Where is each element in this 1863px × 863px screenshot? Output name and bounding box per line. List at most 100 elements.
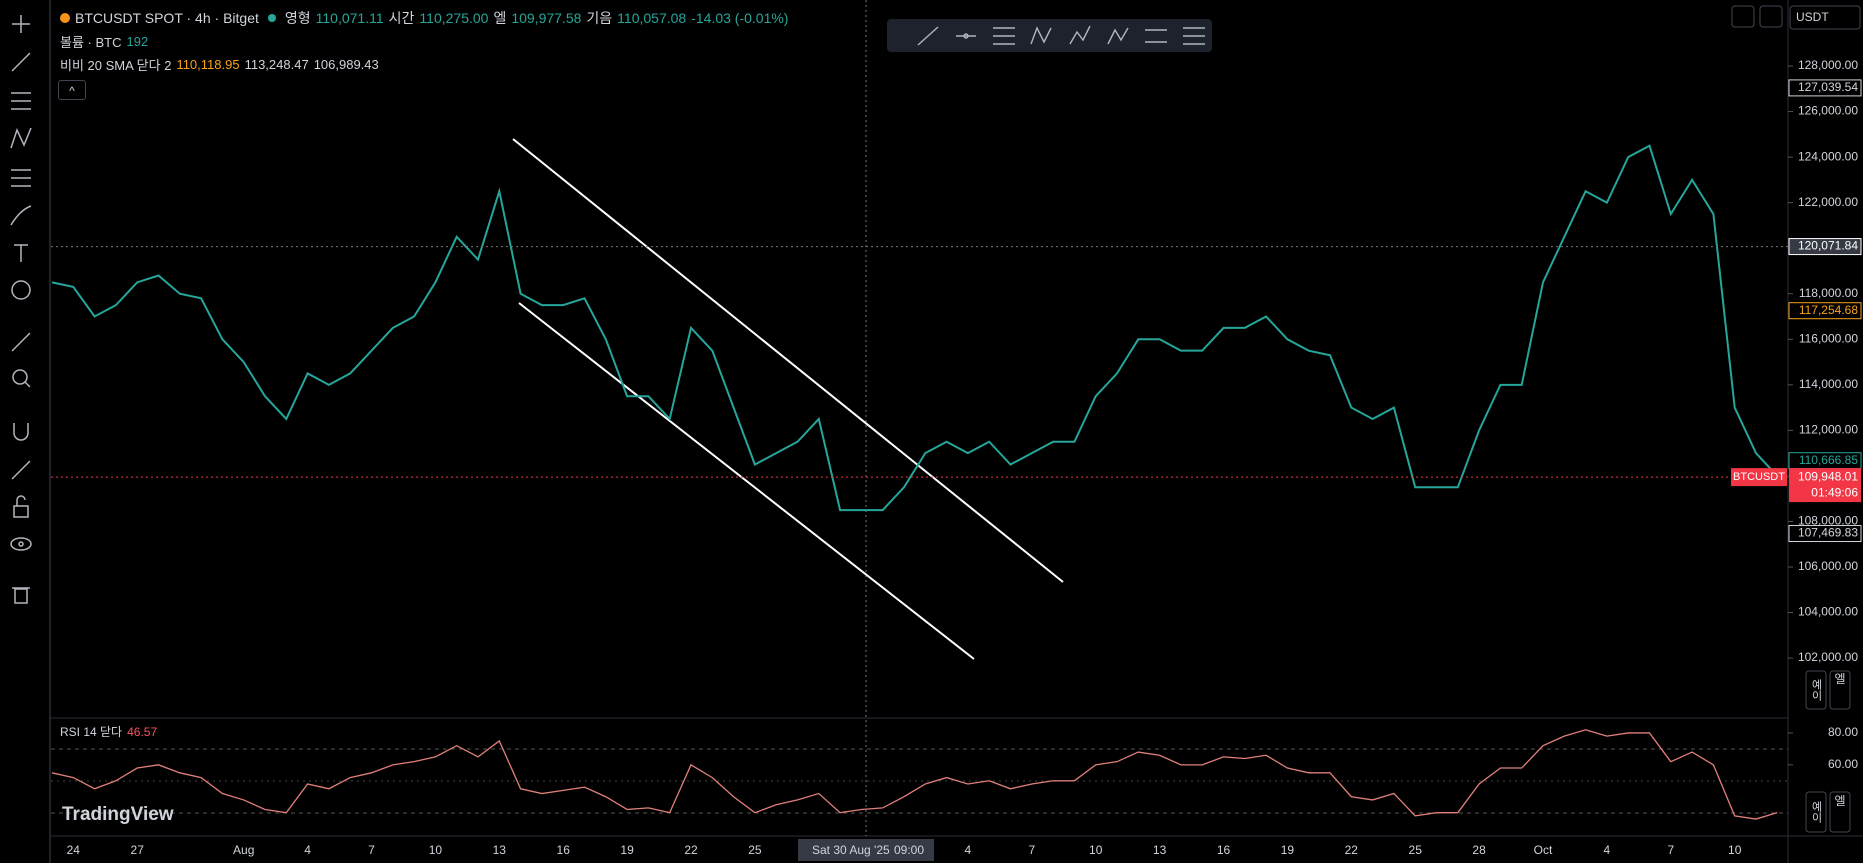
- y-tick-label: 112,000.00: [1799, 423, 1858, 437]
- symbol[interactable]: BTCUSDT SPOT · 4h · Bitget: [75, 10, 259, 26]
- emoji-tool[interactable]: [11, 280, 31, 300]
- y-tick-label: 106,000.00: [1798, 559, 1858, 573]
- rsi-auto-button[interactable]: [1805, 791, 1827, 833]
- x-tick-label: 22: [684, 843, 698, 857]
- x-tick-label: 7: [368, 843, 375, 857]
- log-button-label: 엘: [1834, 672, 1845, 686]
- x-tick-label: 10: [1089, 843, 1103, 857]
- tb-line[interactable]: [917, 26, 939, 46]
- tb-fib[interactable]: [1145, 29, 1167, 43]
- x-tick-label: 16: [557, 843, 571, 857]
- tb-pattern[interactable]: [1030, 26, 1052, 45]
- tb-wave[interactable]: [1069, 25, 1091, 45]
- drawing-toolbar: [887, 19, 1212, 52]
- status-dot: [267, 14, 276, 22]
- price-line: [51, 144, 1779, 512]
- rsi-y-tick-label: 60.00: [1828, 757, 1858, 771]
- channel-upper[interactable]: [512, 138, 1064, 583]
- x-tick-label: 13: [493, 843, 507, 857]
- price-tag: [1788, 302, 1862, 320]
- price-tag: [1788, 238, 1862, 256]
- legend-bb: 비비 20 SMA 닫다 2 110,118.95 113,248.47 106…: [60, 55, 379, 74]
- tb-channel[interactable]: [993, 27, 1015, 45]
- open-value: 110,071.11: [315, 10, 384, 26]
- text-tool[interactable]: [14, 244, 28, 262]
- close-label: 기음: [586, 10, 613, 26]
- fib-tool[interactable]: [11, 92, 31, 110]
- price-tag: [1788, 79, 1862, 97]
- rsi-line: [51, 729, 1778, 820]
- last-price-symbol-bg: [1731, 468, 1787, 487]
- y-tick-label: 124,000.00: [1798, 149, 1858, 163]
- auto-button[interactable]: [1805, 670, 1827, 710]
- delete-tool[interactable]: [12, 587, 30, 604]
- x-tick-label: 22: [1345, 843, 1359, 857]
- x-tick-label: 19: [1281, 843, 1295, 857]
- download-button[interactable]: [1731, 5, 1755, 28]
- bb-basis: 110,118.95: [176, 57, 240, 72]
- bb-label: 비비 20 SMA 닫다 2: [60, 58, 172, 73]
- crosshair-tool[interactable]: [12, 15, 30, 33]
- x-tick-label: 25: [1409, 843, 1423, 857]
- bb-upper: 113,248.47: [244, 57, 309, 72]
- high-value: 110,275.00: [419, 10, 489, 26]
- volume-value: 192: [126, 34, 149, 49]
- draw-mode-tool[interactable]: [11, 460, 31, 480]
- price-tag-label: 127,039.54: [1798, 80, 1858, 94]
- ruler-tool[interactable]: [11, 332, 31, 352]
- symbol-icon: [60, 13, 70, 23]
- x-tick-label: 16: [1217, 843, 1231, 857]
- y-tick-label: 118,000.00: [1799, 286, 1858, 300]
- currency-button[interactable]: [1789, 5, 1861, 30]
- y-tick-label: 122,000.00: [1798, 195, 1858, 209]
- channel-lower[interactable]: [518, 302, 975, 660]
- price-tag-label: 120,071.84: [1798, 239, 1858, 253]
- price-tag-label: 117,254.68: [1799, 303, 1858, 317]
- lock-tool[interactable]: [13, 495, 29, 518]
- x-tick-label: 4: [965, 843, 972, 857]
- tb-settings[interactable]: [1183, 27, 1205, 45]
- rsi-auto-label: 예이: [1810, 801, 1822, 824]
- log-button[interactable]: [1829, 670, 1851, 710]
- trendline-tool[interactable]: [11, 52, 31, 72]
- crosshair-date: Sat 30 Aug '25: [812, 843, 890, 857]
- rsi-value: 46.57: [127, 724, 158, 739]
- last-price-label: 109,948.01: [1798, 469, 1858, 483]
- open-label: 영형: [284, 10, 311, 26]
- logo: TradingView: [62, 804, 174, 825]
- collapse-button[interactable]: ^: [58, 80, 86, 100]
- volume-label: 볼륨 · BTC: [60, 35, 122, 50]
- y-tick-label: 116,000.00: [1799, 331, 1858, 345]
- brush-tool[interactable]: [10, 205, 32, 226]
- currency-label: USDT: [1796, 10, 1829, 24]
- y-tick-label: 102,000.00: [1798, 650, 1858, 664]
- tb-ray[interactable]: [956, 33, 976, 39]
- left-toolbar: [10, 0, 51, 863]
- refresh-button[interactable]: [1759, 5, 1783, 28]
- low-value: 109,977.58: [511, 10, 582, 26]
- crosshair-label-bg: [798, 839, 934, 861]
- pattern-tool[interactable]: [10, 127, 32, 149]
- rsi-label: RSI 14 닫다: [60, 725, 123, 739]
- x-tick-label: 10: [429, 843, 443, 857]
- x-tick-label: 27: [131, 843, 145, 857]
- magnet-tool[interactable]: [13, 423, 29, 441]
- projection-tool[interactable]: [11, 169, 31, 187]
- x-tick-label: Aug: [233, 843, 254, 857]
- y-tick-label: 114,000.00: [1799, 377, 1858, 391]
- zoom-tool[interactable]: [12, 369, 31, 388]
- x-tick-label: 4: [1604, 843, 1611, 857]
- rsi-log-button[interactable]: [1829, 791, 1851, 833]
- x-tick-label: Oct: [1534, 843, 1553, 857]
- price-tag-label: 110,666.85: [1799, 453, 1858, 467]
- tb-abc[interactable]: [1107, 27, 1129, 45]
- low-label: 엘: [493, 10, 507, 26]
- visibility-tool[interactable]: [10, 537, 32, 551]
- x-tick-label: 28: [1472, 843, 1486, 857]
- y-tick-label: 126,000.00: [1798, 104, 1858, 118]
- price-tag: [1788, 525, 1862, 543]
- last-price-symbol: BTCUSDT: [1733, 471, 1785, 483]
- rsi-log-label: 엘: [1834, 794, 1845, 808]
